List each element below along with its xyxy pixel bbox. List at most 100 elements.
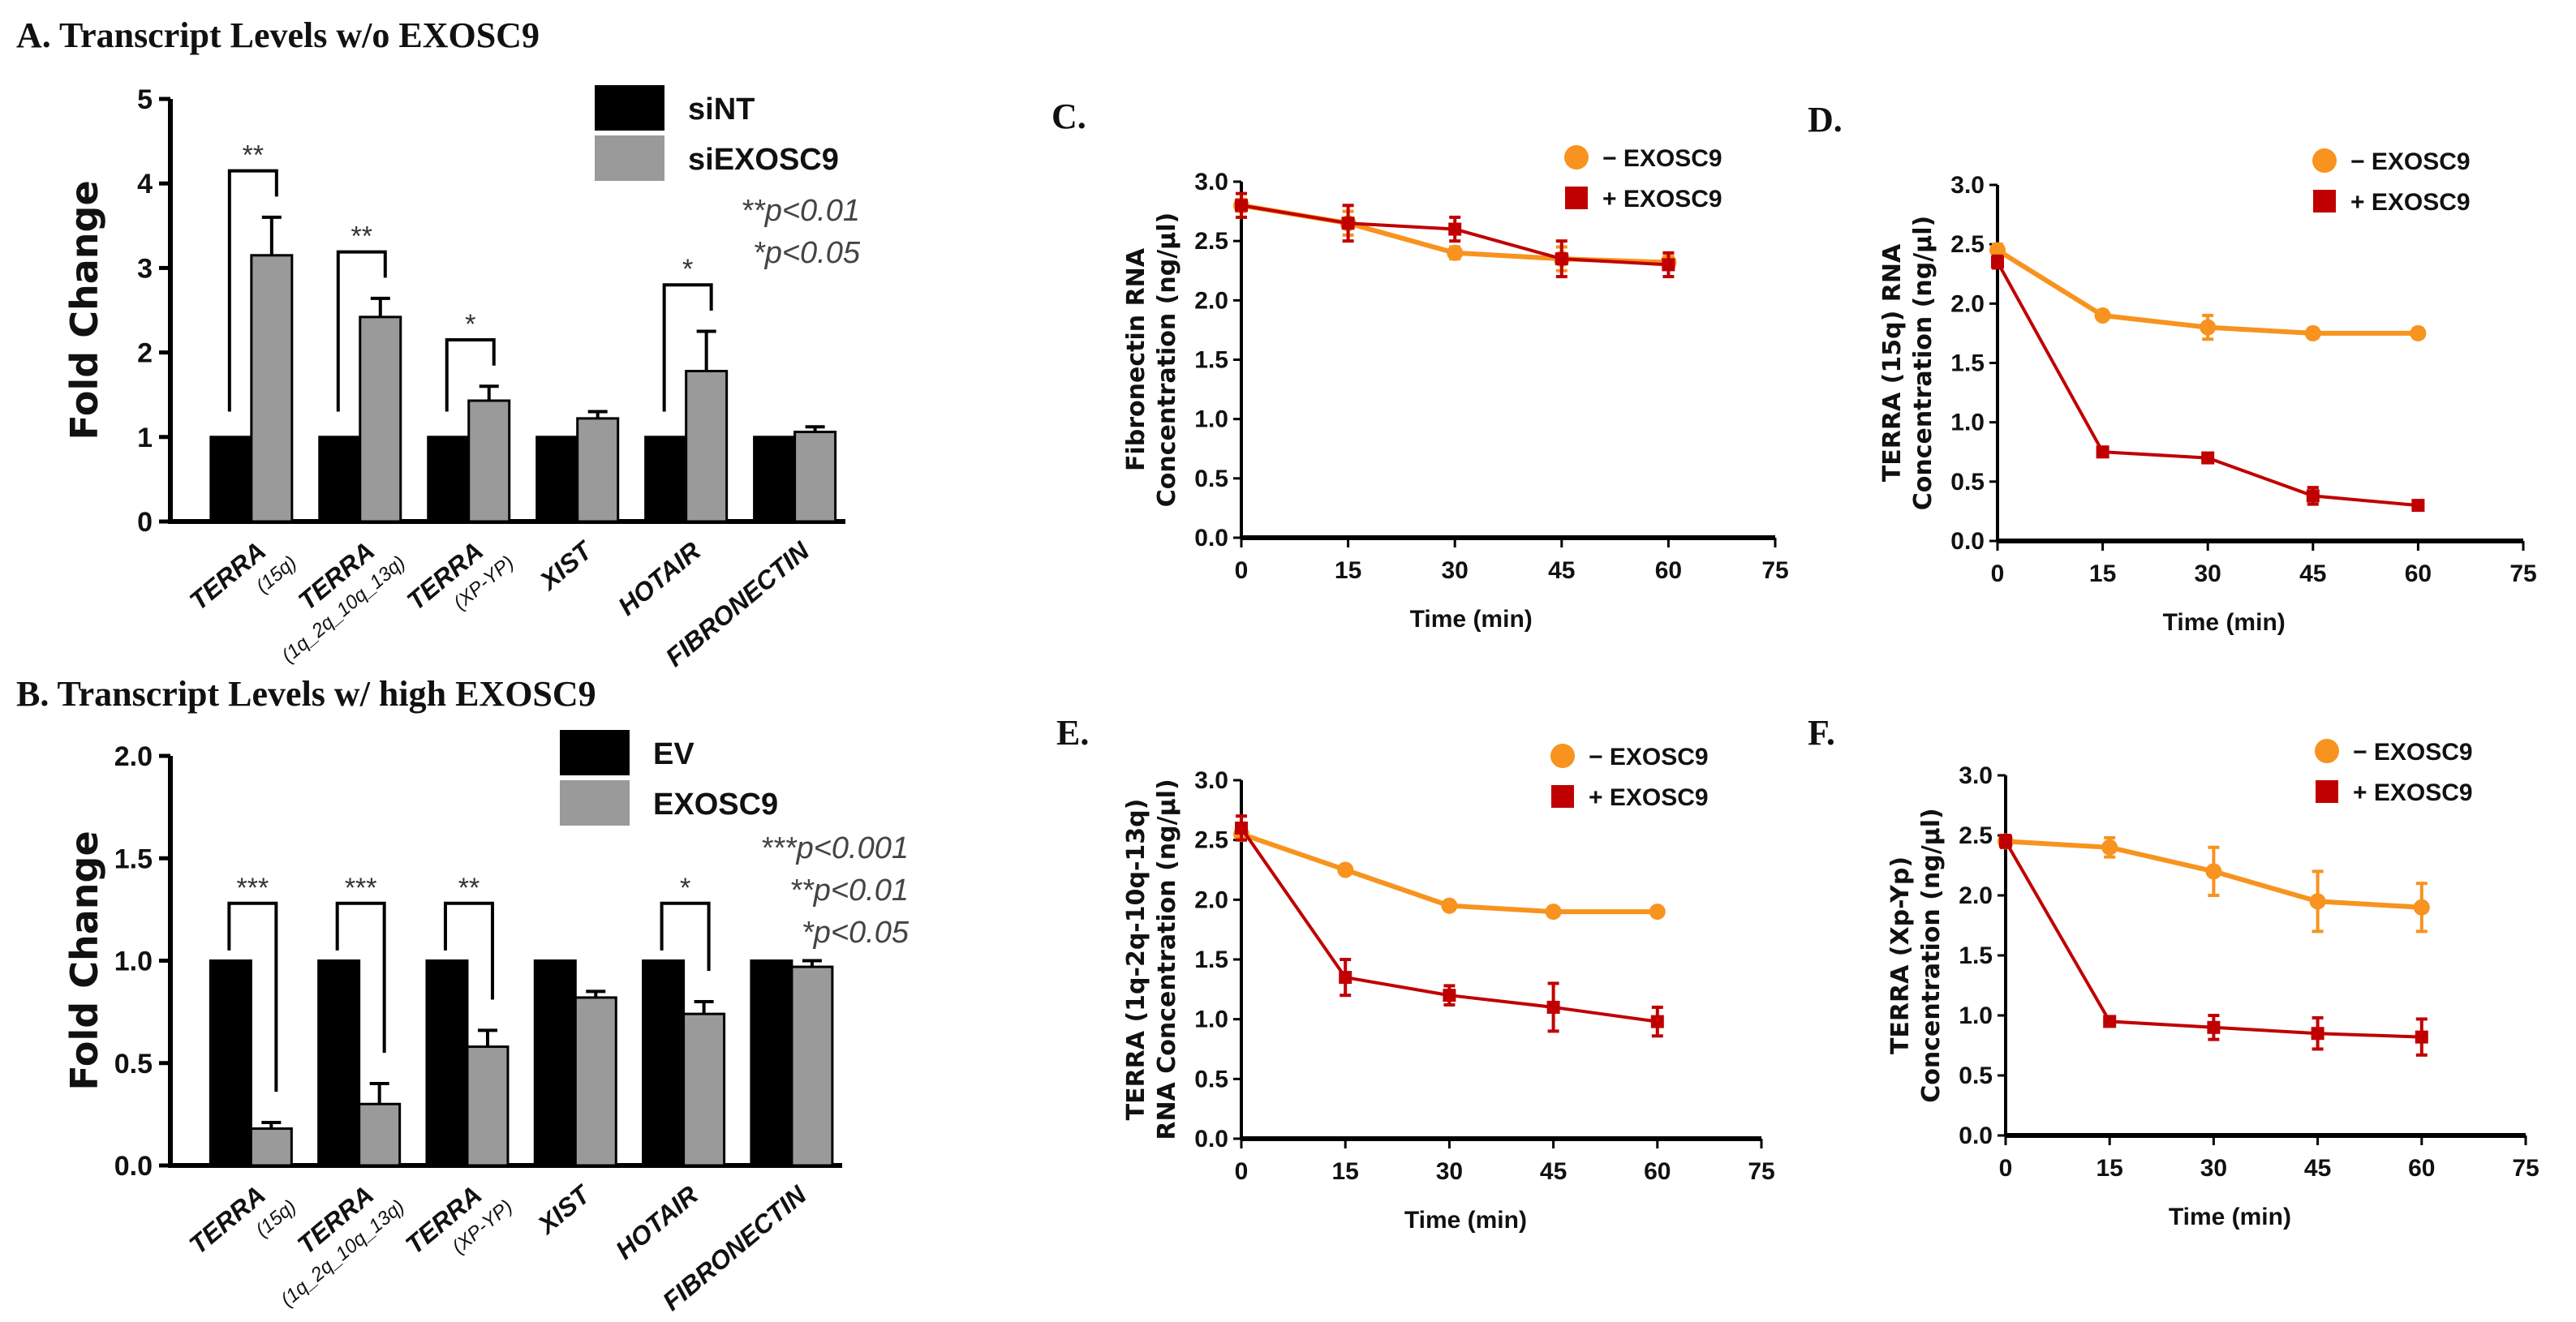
x-tick-label: 75 [1761,557,1788,584]
legend-swatch [560,780,630,826]
significance-stars: * [680,873,690,904]
y-tick-label: 0.0 [114,1151,153,1182]
data-point [1341,217,1355,230]
y-tick-label: 0.5 [1959,1062,1993,1089]
x-tick-label: 0 [1991,560,2005,587]
legend-label: − EXOSC9 [1602,145,1722,172]
significance-bracket [660,901,711,972]
bar-EV [317,959,361,1167]
y-tick-label: 3.0 [1194,169,1228,195]
y-tick-label: 3.0 [1950,172,1985,199]
data-point [2411,499,2425,513]
y-tick-label: 2.0 [1194,287,1228,314]
y-tick-label: 0.0 [1194,1126,1228,1152]
y-tick-label: 1.0 [1194,1007,1228,1033]
bar-EXOSC9 [790,965,834,1167]
legend-label: EXOSC9 [653,788,778,822]
significance-bracket [227,169,278,412]
bar-chart-A: A. Transcript Levels w/o EXOSC9 0 1 2 3 4 5 Fol… [16,15,861,672]
series-line-plus [1996,261,2419,508]
x-axis-label: Time (min) [2169,1204,2291,1230]
p-value-legend: *p<0.05 [753,236,861,270]
legend-label: EV [653,737,695,771]
y-tick-label: 1.5 [1194,347,1228,374]
y-tick-label: 1.0 [1950,410,1985,436]
significance-stars: * [465,309,475,340]
bar-EV [209,959,252,1167]
line-chart-E: E. 0.0 0.5 1.0 1.5 2.0 2.5 3.0 0 15 30 45 60 75 Time (… [1056,713,1775,1234]
bar-siNT [753,436,797,523]
y-tick-label: 0.0 [1959,1122,1993,1149]
data-point [1443,989,1456,1002]
bar-EXOSC9 [249,1127,293,1167]
legend-label: + EXOSC9 [1602,186,1722,212]
x-tick-label: 60 [1655,557,1682,584]
data-point [2306,489,2320,503]
data-point [2309,893,2326,910]
x-tick-label: 30 [1442,557,1469,584]
line-chart-F: F. 0.0 0.5 1.0 1.5 2.0 2.5 3.0 0 15 30 45 60 75 Time (… [1808,713,2539,1230]
bar-siNT [427,436,471,523]
legend-marker [2315,739,2339,763]
bar-EV [533,959,577,1167]
significance-bracket [335,901,386,1054]
y-tick-label: 2.0 [114,741,153,772]
data-point [2207,1020,2221,1034]
y-tick-label: 5 [137,84,153,115]
data-point [1337,861,1354,878]
bar-siNT [318,436,362,523]
y-tick-label: 2.0 [1194,886,1228,913]
y-tick-label: 3.0 [1194,767,1228,794]
y-tick-label: 0.0 [1950,528,1985,555]
p-value-legend: **p<0.01 [789,873,909,908]
panel-title: B. Transcript Levels w/ high EXOSC9 [16,674,596,714]
y-tick-label: 1.0 [1959,1002,1993,1029]
category-name: XIST [533,534,599,596]
bar-EV [425,959,469,1167]
data-point [1235,821,1248,835]
x-tick-label: 30 [2200,1155,2227,1182]
x-tick-label: 60 [2408,1155,2435,1182]
data-point [2415,1030,2428,1044]
y-axis-label-line2: Concentration (ng/µl) [1917,808,1946,1102]
data-point [2101,839,2118,856]
bar-chart-B: B. Transcript Levels w/ high EXOSC9 0.0 0.… [16,674,910,1316]
significance-bracket [227,901,278,1092]
y-axis-label-line2: Concentration (ng/µl) [1153,212,1181,507]
panel-title: A. Transcript Levels w/o EXOSC9 [16,15,540,55]
bar-EXOSC9 [574,996,617,1167]
y-tick-label: 1.5 [1194,946,1228,973]
panel-label: F. [1808,713,1835,753]
bar-siEXOSC9 [685,370,729,523]
significance-stars: ** [351,221,372,252]
data-point [1235,199,1248,212]
data-point [1989,242,2006,259]
y-axis-label-line2: RNA Concentration (ng/µl) [1153,779,1181,1140]
x-tick-label: 60 [1644,1158,1671,1185]
x-tick-label: 45 [1540,1158,1567,1185]
legend-label: + EXOSC9 [2353,779,2473,806]
legend-swatch [560,730,630,775]
p-value-legend: *p<0.05 [802,916,910,950]
significance-stars: ** [458,873,480,904]
bar-siEXOSC9 [793,431,837,523]
bar-EXOSC9 [358,1102,402,1167]
category-label: TERRA(XP-YP) [402,536,518,616]
y-tick-label: 2.5 [1194,827,1228,854]
bar-siNT [535,436,579,523]
x-tick-label: 30 [2195,560,2221,587]
y-tick-label: 4 [137,169,153,200]
category-label: TERRA(1q_2q_10q_13q) [277,1180,409,1311]
legend-marker [2312,148,2337,173]
data-point [2304,324,2321,341]
data-point [1448,222,1462,236]
y-tick-label: 1.5 [1950,350,1985,377]
legend-label: siEXOSC9 [688,143,839,177]
significance-bracket [443,901,494,1000]
category-name: HOTAIR [613,536,706,621]
y-axis-label: Fold Change [62,180,106,440]
y-tick-label: 2 [137,338,153,369]
x-tick-label: 0 [1235,557,1249,584]
data-point [1991,255,2004,269]
legend-label: − EXOSC9 [2350,148,2471,175]
